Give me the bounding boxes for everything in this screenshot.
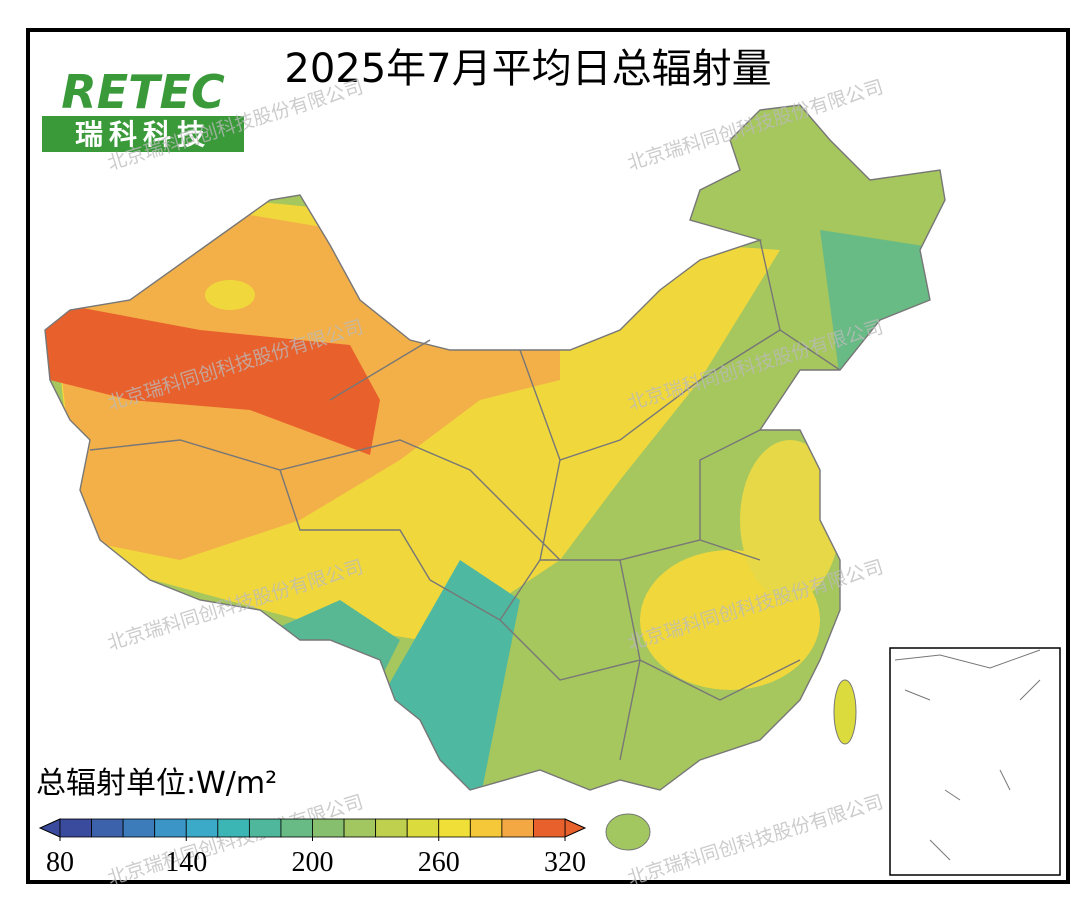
province-borders: [89, 239, 841, 761]
colorbar-segment: [469, 818, 503, 838]
colorbar-tick-label: 200: [292, 847, 334, 878]
colorbar-segment: [438, 818, 471, 838]
country-border: [44, 104, 946, 791]
taiwan: [833, 679, 857, 745]
colorbar-tick-label: 320: [544, 847, 586, 878]
legend-label: 总辐射单位:W/m²: [36, 766, 277, 801]
colorbar: 80 140 200 260 320: [38, 818, 587, 878]
map-title: 2025年7月平均日总辐射量: [284, 46, 771, 92]
colorbar-segment: [533, 818, 566, 838]
logo: RETEC 瑞科科技: [42, 65, 244, 152]
colorbar-segment: [501, 818, 534, 838]
colorbar-segment: [280, 818, 313, 838]
colorbar-tick-label: 140: [165, 847, 207, 878]
logo-band: [42, 116, 244, 152]
inset-box: [889, 647, 1061, 876]
colorbar-segment: [406, 818, 440, 838]
colorbar-segment: [248, 818, 282, 838]
colorbar-segment: [122, 818, 156, 838]
logo-subtitle: 瑞科科技: [75, 118, 211, 151]
colorbar-segment: [217, 818, 250, 838]
colorbar-segment: [154, 818, 187, 838]
colorbar-tick-label: 260: [418, 847, 460, 878]
colorbar-tick-label: 80: [46, 847, 74, 878]
colorbar-segment: [375, 818, 408, 838]
colorbar-segment: [185, 818, 219, 838]
hainan: [605, 813, 651, 851]
logo-name: RETEC: [61, 65, 225, 119]
colorbar-segment: [343, 818, 377, 838]
colorbar-segment: [312, 818, 345, 838]
inset-map: [894, 649, 1041, 861]
colorbar-segment: [59, 818, 92, 838]
colorbar-segment: [91, 818, 124, 838]
